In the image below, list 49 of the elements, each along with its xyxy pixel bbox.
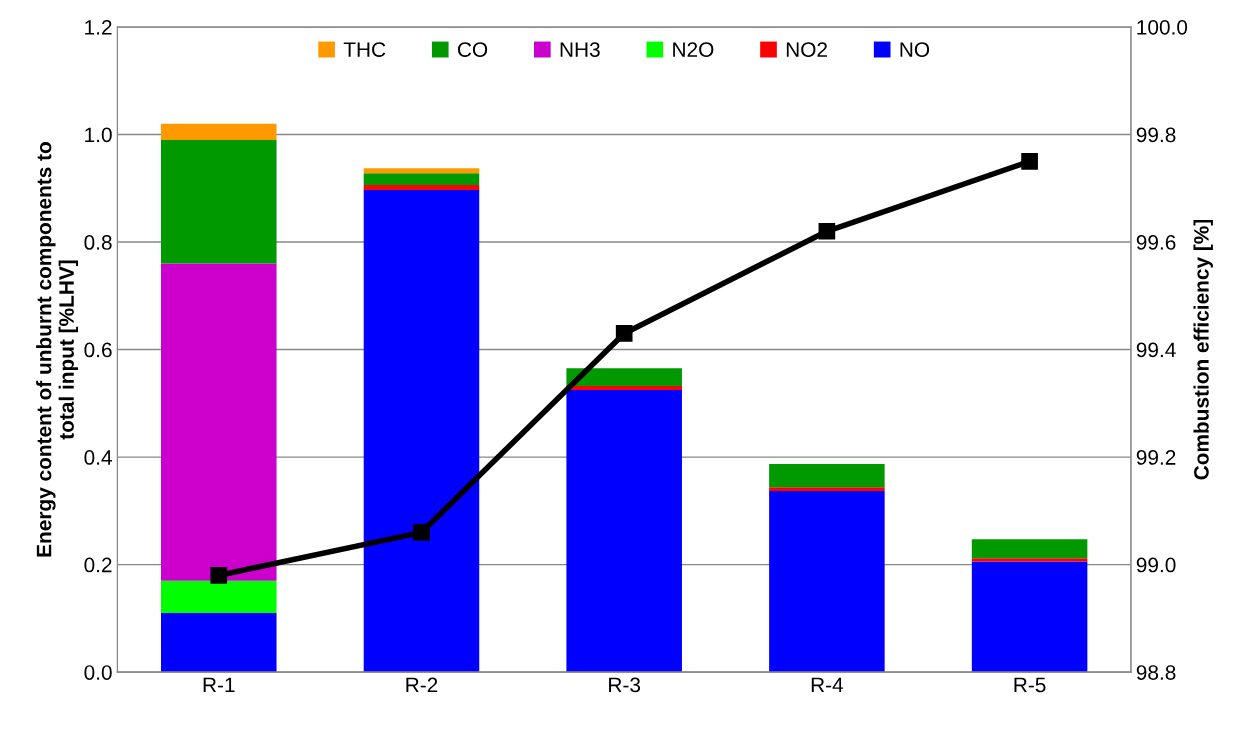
y2-tick-label: 98.8 (1136, 665, 1176, 680)
y2-tick-label: 99.0 (1136, 557, 1176, 573)
bar (769, 490, 885, 673)
legend-label: NO2 (786, 42, 827, 57)
legend-label: CO (457, 42, 488, 57)
y2-tick-label: 99.8 (1136, 127, 1176, 143)
point (818, 222, 836, 240)
point (615, 325, 633, 342)
bar (769, 464, 885, 488)
bar (971, 561, 1088, 673)
x-tick-label: R-3 (609, 677, 641, 693)
bar (566, 368, 682, 387)
legend-label: NH3 (560, 42, 600, 57)
bar (971, 558, 1088, 562)
y2-axis-title: Combustion efficiency [%] (1193, 219, 1213, 480)
bar (161, 613, 277, 673)
point (413, 524, 430, 541)
bar (769, 487, 885, 491)
y-tick-label: 0.2 (84, 557, 112, 573)
y2-tick-label: 99.4 (1136, 342, 1176, 358)
x-tick-label: R-1 (203, 677, 235, 693)
bar (363, 168, 480, 174)
x-tick-label: R-2 (406, 677, 438, 693)
bar (161, 263, 277, 581)
y-tick-label: 1.0 (85, 127, 112, 143)
y-tick-label: 1.2 (85, 19, 112, 35)
bar (161, 123, 277, 140)
y-tick-label: 0.8 (84, 235, 112, 250)
x-tick-label: R-5 (1014, 677, 1046, 693)
bar (566, 389, 682, 673)
y-tick-label: 0.6 (84, 342, 112, 358)
bar (363, 189, 480, 673)
legend-label: THC (343, 42, 386, 57)
bar (161, 580, 277, 613)
bar (363, 173, 480, 186)
bar (363, 185, 480, 190)
y2-tick-label: 100.0 (1137, 19, 1188, 35)
y-axis-title: Energy content of unburnt components to total input [%LHV] (36, 142, 79, 557)
legend-label: N2O (673, 42, 714, 57)
y2-tick-label: 99.2 (1136, 450, 1176, 465)
point (210, 567, 228, 584)
bar (161, 139, 277, 264)
y-tick-label: 0.0 (84, 665, 112, 680)
point (1021, 153, 1038, 170)
x-tick-label: R-4 (811, 677, 844, 693)
bar (971, 539, 1088, 559)
y2-tick-label: 99.6 (1136, 235, 1176, 250)
y-tick-label: 0.4 (84, 450, 112, 465)
legend-label: NO (900, 42, 930, 57)
